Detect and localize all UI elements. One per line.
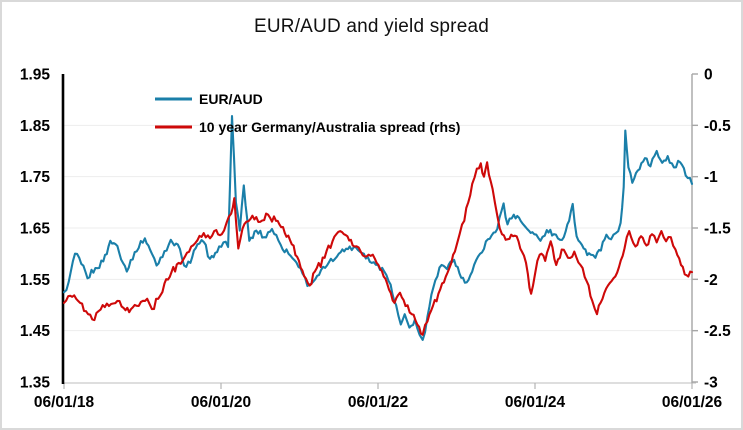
right-axis-tick-label: -3 [704,375,718,392]
legend: EUR/AUD 10 year Germany/Australia spread … [155,91,460,135]
right-axis-tick-label: -0.5 [704,118,731,135]
left-axis-tick-label: 1.85 [20,118,51,135]
legend-label-eur-aud: EUR/AUD [199,91,263,107]
legend-item-eur-aud: EUR/AUD [155,91,263,107]
right-axis-tick-label: -2.5 [704,323,731,340]
legend-item-spread: 10 year Germany/Australia spread (rhs) [155,119,460,135]
x-axis-tick-label: 06/01/26 [662,394,723,411]
left-axis-tick-label: 1.55 [20,272,51,289]
left-axis-tick-label: 1.45 [20,323,51,340]
right-axis-tick-label: -1 [704,169,718,186]
legend-label-spread: 10 year Germany/Australia spread (rhs) [199,119,460,135]
right-axis-tick-label: -2 [704,272,718,289]
gridlines [64,124,692,332]
x-axis-tick-label: 06/01/24 [505,394,566,411]
chart-title: EUR/AUD and yield spread [253,16,490,37]
right-axis-tick-label: 0 [704,67,713,84]
spread-line [62,161,694,336]
left-axis-tick-label: 1.75 [20,169,51,186]
right-axis-tick-label: -1.5 [704,221,731,238]
left-axis-tick-label: 1.95 [20,67,51,84]
x-axis-tick-label: 06/01/20 [191,394,251,411]
x-axis-tick-label: 06/01/18 [34,394,95,411]
axis-tick-labels: 1.95 1.85 1.75 1.65 1.55 1.45 1.35 0 -0.5 -1 -1.5 -… [20,67,731,412]
series-lines [62,115,694,341]
axes [61,73,698,389]
left-axis-tick-label: 1.35 [20,375,51,392]
left-axis-tick-label: 1.65 [20,221,51,238]
x-axis-tick-label: 06/01/22 [348,394,408,411]
